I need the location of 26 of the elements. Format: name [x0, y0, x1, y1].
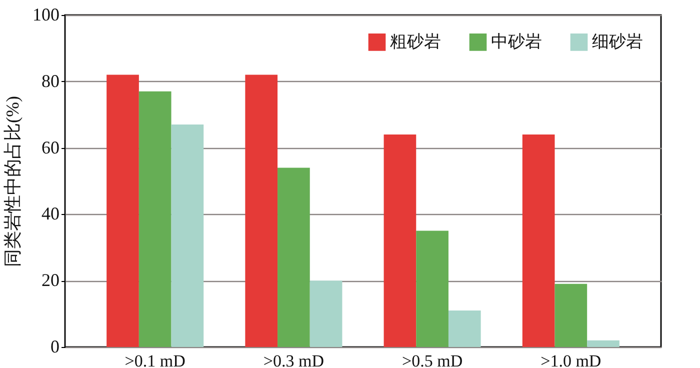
bar [138, 91, 172, 347]
x-tick-label: >0.5 mD [402, 352, 463, 368]
x-tick-label: >0.3 mD [263, 352, 324, 368]
bar [106, 74, 139, 347]
legend-label: 细砂岩 [592, 32, 643, 52]
y-tick-label: 100 [32, 4, 60, 24]
y-tick-label: 80 [42, 70, 60, 91]
bar [278, 168, 310, 347]
x-tick-label: >0.1 mD [124, 352, 186, 368]
bar [448, 310, 481, 347]
y-tick-label: 40 [42, 204, 60, 224]
bar [587, 340, 620, 347]
bar [171, 124, 204, 347]
bar [416, 230, 448, 347]
bar [554, 284, 588, 347]
y-axis-title: 同类岩性中的占比(%) [2, 96, 22, 267]
bar [245, 74, 278, 347]
bar [384, 134, 416, 347]
x-tick-label: >1.0 mD [540, 352, 602, 368]
legend-label: 中砂岩 [491, 32, 542, 52]
bar [522, 134, 555, 347]
y-tick-label: 60 [42, 137, 60, 158]
y-tick-label: 0 [50, 336, 60, 356]
y-tick-label: 20 [42, 270, 60, 290]
bar [310, 280, 342, 347]
legend-label: 粗砂岩 [390, 32, 441, 52]
